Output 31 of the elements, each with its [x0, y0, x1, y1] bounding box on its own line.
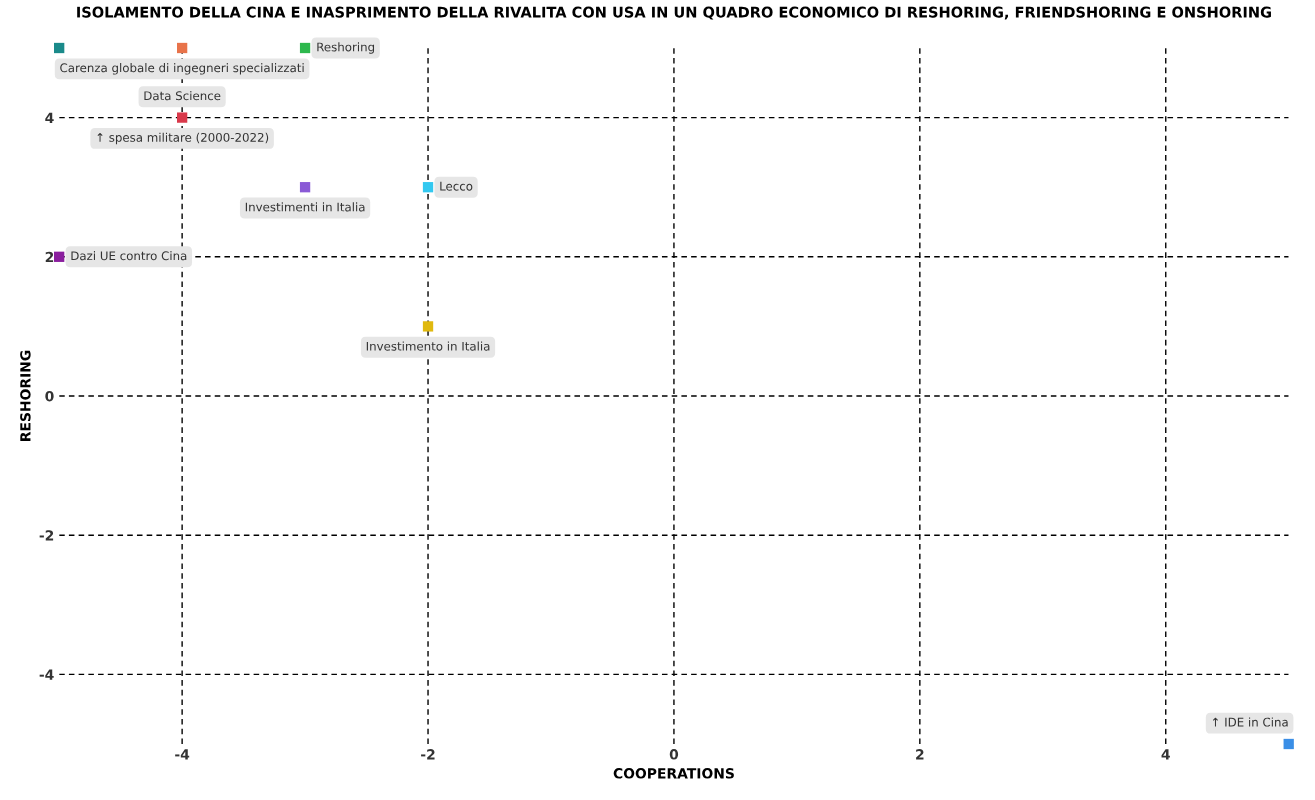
- annotation: Dazi UE contro Cina: [71, 251, 187, 261]
- annotation: Carenza globale di ingegneri specializzati: [60, 63, 304, 75]
- annotation: Investimenti in Italia: [245, 202, 365, 212]
- point: [54, 251, 65, 262]
- y-tick-label: 2: [45, 251, 54, 263]
- point: [176, 42, 188, 54]
- x-tick-label: 4: [1161, 749, 1170, 760]
- point: [422, 182, 434, 193]
- x-tick-label: -2: [421, 749, 435, 760]
- y-tick-label: 4: [45, 112, 54, 123]
- point: [1283, 738, 1294, 750]
- point: [299, 182, 311, 193]
- y-axis-title: RESHORING: [20, 350, 31, 441]
- point: [54, 42, 65, 54]
- x-tick-label: -4: [175, 749, 190, 760]
- annotation: ↑ IDE in Cina: [1212, 717, 1288, 727]
- y-tick-label: 0: [45, 390, 54, 402]
- annotation: Data Science: [144, 91, 221, 101]
- annotation: Lecco: [440, 181, 473, 191]
- annotation: ↑ spesa militare (2000-2022): [97, 132, 269, 145]
- point: [176, 112, 188, 123]
- x-tick-label: 0: [669, 749, 679, 760]
- y-tick-label: -2: [39, 530, 54, 541]
- chart-title: ISOLAMENTO DELLA CINA E INASPRIMENTO DELLA RIVALITA CON USA IN UN QUADRO ECONOMICO DI RESHORING, FRIENDSHORING E ONSHORING: [77, 6, 1271, 20]
- annotation: Investimento in Italia: [366, 341, 490, 351]
- point: [299, 42, 311, 54]
- annotation: Reshoring: [317, 42, 375, 54]
- x-tick-label: 2: [916, 749, 924, 760]
- y-tick-label: -4: [39, 669, 54, 680]
- x-axis-title: COOPERATIONS: [613, 768, 734, 779]
- point: [422, 321, 434, 332]
